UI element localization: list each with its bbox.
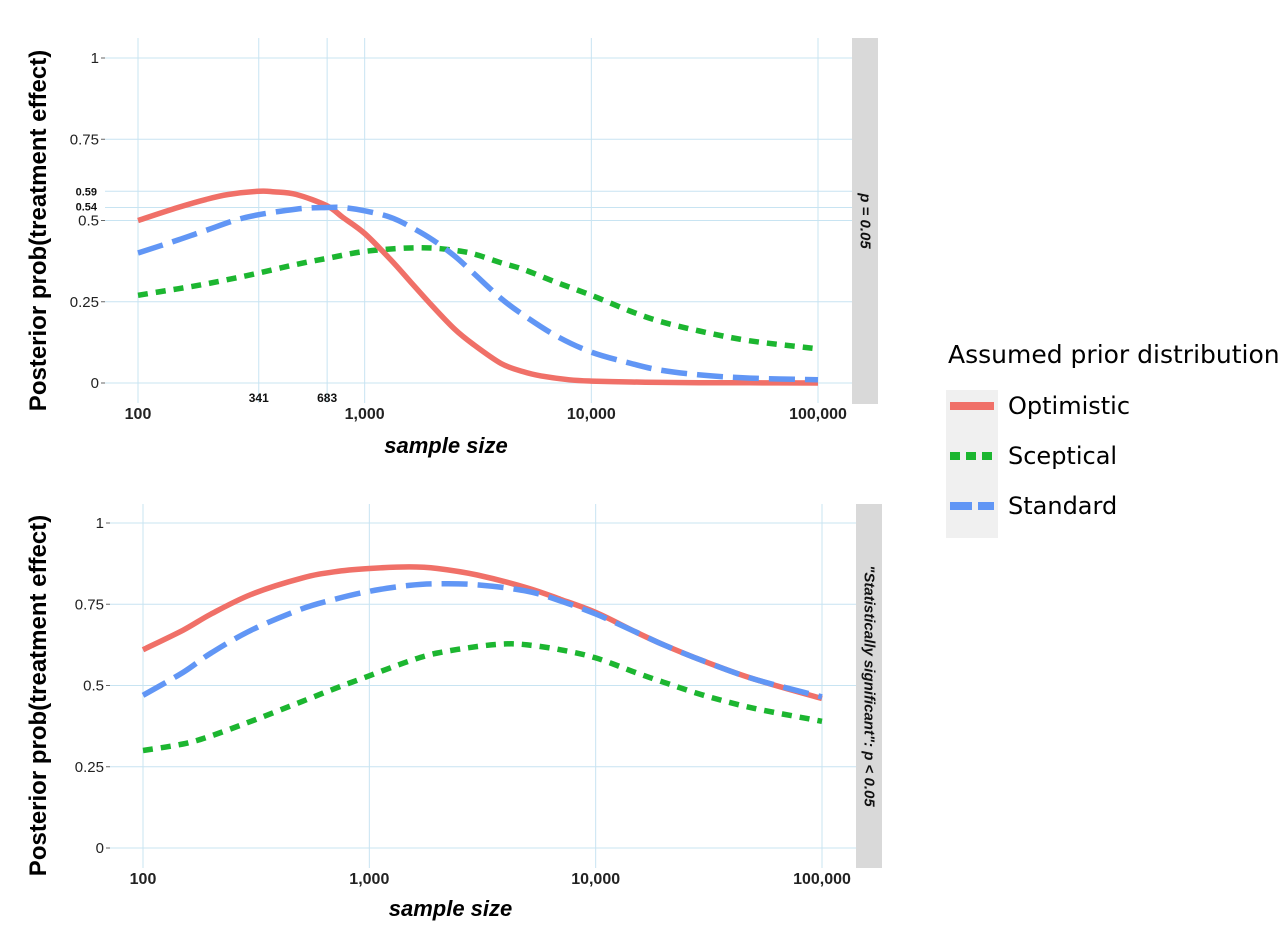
x-tick-label: 100,000 [793, 871, 851, 888]
series-line-standard [137, 204, 819, 383]
y-tick-label: 0.25 [75, 759, 104, 776]
y-tick-label: 0.75 [75, 596, 104, 613]
series-line-sceptical [137, 245, 819, 352]
x-tick-label: 100,000 [789, 406, 847, 423]
x-tick-label: 1,000 [345, 406, 385, 423]
legend-label-optimistic: Optimistic [1008, 392, 1131, 420]
reference-y-label: 0.54 [76, 202, 98, 214]
x-axis-title: sample size [389, 896, 513, 921]
legend-label-standard: Standard [1008, 492, 1118, 520]
facet-strip [852, 38, 878, 404]
y-tick-label: 0.5 [78, 213, 99, 230]
reference-x-label: 341 [249, 391, 269, 405]
reference-y-label: 0.59 [76, 186, 97, 198]
legend-key-background [946, 390, 998, 538]
y-tick-label: 0.25 [70, 294, 99, 311]
legend-item-sceptical: Sceptical [946, 431, 1280, 481]
legend-key-sceptical [946, 431, 998, 481]
legend-item-standard: Standard [946, 481, 1280, 531]
y-tick-label: 0.5 [83, 678, 104, 695]
facet-strip-label: "Statistically significant": p < 0.05 [861, 565, 878, 807]
y-tick-label: 0 [91, 375, 99, 392]
legend-title: Assumed prior distribution [948, 340, 1280, 369]
facet-strip-label: p = 0.05 [857, 192, 874, 249]
x-tick-label: 10,000 [571, 871, 620, 888]
series-line-standard [141, 580, 823, 700]
legend: Assumed prior distribution Optimistic Sc… [946, 340, 1280, 538]
facet-strip [856, 504, 882, 868]
x-tick-label: 100 [125, 406, 152, 423]
reference-x-label: 683 [317, 391, 337, 405]
y-tick-label: 1 [91, 50, 99, 67]
y-tick-label: 0 [96, 840, 104, 857]
y-tick-label: 1 [96, 515, 104, 532]
series-line-sceptical [142, 641, 823, 754]
series-line-optimistic [137, 188, 819, 386]
y-tick-label: 0.75 [70, 131, 99, 148]
x-tick-label: 100 [130, 871, 157, 888]
x-tick-label: 1,000 [349, 871, 389, 888]
legend-label-sceptical: Sceptical [1008, 442, 1118, 470]
legend-item-optimistic: Optimistic [946, 381, 1280, 431]
x-tick-label: 10,000 [567, 406, 616, 423]
y-axis-title: Posterior prob(treatment effect) [25, 50, 52, 411]
y-axis-title: Posterior prob(treatment effect) [25, 515, 52, 876]
legend-key-standard [946, 481, 998, 531]
x-axis-title: sample size [384, 433, 508, 458]
legend-key-optimistic [946, 381, 998, 431]
